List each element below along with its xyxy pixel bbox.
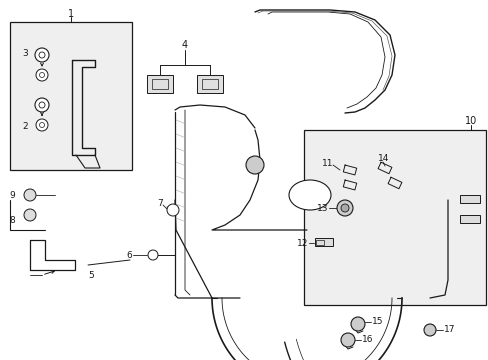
Bar	[304, 130, 485, 305]
Text: 15: 15	[371, 318, 383, 327]
Circle shape	[148, 250, 158, 260]
Circle shape	[39, 102, 45, 108]
Text: 5: 5	[88, 270, 94, 279]
Circle shape	[167, 204, 179, 216]
Bar	[459, 215, 479, 223]
Circle shape	[336, 200, 352, 216]
Circle shape	[24, 189, 36, 201]
Bar	[152, 79, 168, 89]
Bar	[314, 238, 332, 246]
Bar	[10, 22, 132, 170]
Text: 13: 13	[316, 203, 327, 212]
Circle shape	[35, 48, 49, 62]
Text: 17: 17	[443, 325, 454, 334]
Circle shape	[24, 209, 36, 221]
Text: 12: 12	[296, 239, 307, 248]
Bar	[197, 75, 223, 93]
Text: 10: 10	[464, 116, 476, 126]
Text: 16: 16	[361, 336, 373, 345]
Circle shape	[36, 69, 48, 81]
Text: 2: 2	[22, 122, 28, 131]
Text: 6: 6	[126, 251, 132, 260]
Bar	[459, 195, 479, 203]
Text: 3: 3	[22, 49, 28, 58]
Bar	[315, 240, 324, 245]
Bar	[147, 75, 173, 93]
Circle shape	[35, 98, 49, 112]
Circle shape	[340, 333, 354, 347]
Circle shape	[39, 52, 45, 58]
Circle shape	[36, 119, 48, 131]
Text: 11: 11	[321, 158, 332, 167]
Text: 4: 4	[182, 40, 188, 50]
Circle shape	[245, 156, 264, 174]
Circle shape	[40, 122, 44, 127]
Circle shape	[40, 72, 44, 77]
Text: 9: 9	[9, 190, 15, 199]
Text: 1: 1	[68, 9, 74, 19]
Ellipse shape	[288, 180, 330, 210]
Bar	[202, 79, 218, 89]
Circle shape	[340, 204, 348, 212]
Text: 7: 7	[157, 198, 163, 207]
Text: 8: 8	[9, 216, 15, 225]
Circle shape	[423, 324, 435, 336]
Text: 14: 14	[377, 153, 388, 162]
Circle shape	[350, 317, 364, 331]
